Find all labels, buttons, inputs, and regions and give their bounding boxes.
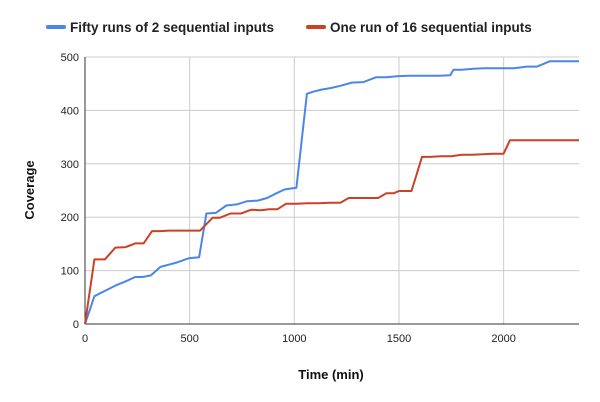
y-tick-label: 500: [61, 52, 79, 64]
y-tick-label: 400: [61, 105, 79, 117]
tick-labels: 0 100 200 300 400 500 0 500 1000 1500 2000: [61, 52, 516, 345]
y-tick-label: 200: [61, 212, 79, 224]
y-tick-label: 0: [73, 319, 79, 331]
legend-label-fifty-runs: Fifty runs of 2 sequential inputs: [70, 20, 274, 35]
legend: Fifty runs of 2 sequential inputs One ru…: [46, 20, 532, 35]
x-axis-title: Time (min): [298, 367, 364, 382]
x-tick-label: 1000: [282, 333, 306, 345]
series-line-fifty-runs: [84, 60, 579, 325]
x-tick-label: 500: [180, 333, 198, 345]
legend-label-one-run: One run of 16 sequential inputs: [330, 20, 532, 35]
x-tick-label: 1500: [387, 333, 411, 345]
y-axis-title: Coverage: [22, 160, 37, 219]
series-line-one-run: [84, 139, 579, 325]
axes: [84, 57, 579, 325]
gridlines: [85, 56, 579, 324]
x-tick-label: 2000: [491, 333, 515, 345]
y-tick-label: 300: [61, 159, 79, 171]
x-tick-label: 0: [82, 333, 88, 345]
series-lines: [84, 60, 579, 325]
y-tick-label: 100: [61, 266, 79, 278]
